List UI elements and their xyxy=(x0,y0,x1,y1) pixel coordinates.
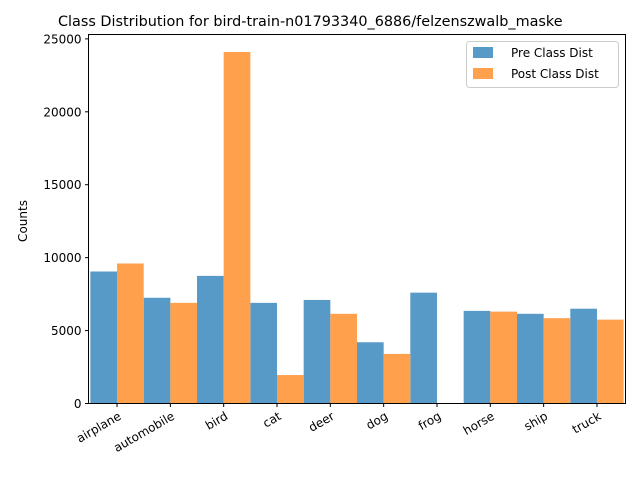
bar-post-truck xyxy=(596,319,624,404)
y-tick-label: 5000 xyxy=(51,324,82,338)
bar-pre-frog xyxy=(410,292,437,404)
plot-frame xyxy=(88,34,626,404)
bar-post-ship xyxy=(543,318,571,404)
bar-pre-truck xyxy=(570,308,597,404)
x-tick-label-automobile: automobile xyxy=(111,409,177,455)
x-tick-label-dog: dog xyxy=(364,409,391,432)
y-axis-label: Counts xyxy=(16,200,30,242)
legend-swatch-post xyxy=(473,68,493,79)
bar-pre-horse xyxy=(463,310,491,404)
bar-pre-automobile xyxy=(143,297,171,404)
bar-post-cat xyxy=(277,375,304,404)
legend-label-post: Post Class Dist xyxy=(511,67,599,81)
y-tick-label: 25000 xyxy=(43,32,81,46)
y-tick-label: 0 xyxy=(74,397,82,411)
bar-pre-dog xyxy=(357,342,384,404)
bar-post-dog xyxy=(383,353,411,404)
legend: Pre Class Dist Post Class Dist xyxy=(466,41,619,88)
x-tick-label-frog: frog xyxy=(416,409,444,433)
x-tick-label-truck: truck xyxy=(570,409,604,437)
bar-post-airplane xyxy=(117,263,144,404)
x-tick-label-ship: ship xyxy=(522,409,550,434)
y-axis-ticks: 0 5000 10000 15000 20000 25000 xyxy=(43,32,89,411)
legend-swatch-pre xyxy=(473,47,493,58)
x-tick-label-cat: cat xyxy=(260,409,283,431)
chart-title: Class Distribution for bird-train-n01793… xyxy=(58,14,563,30)
bar-post-bird xyxy=(223,52,251,404)
y-tick-label: 15000 xyxy=(43,178,81,192)
legend-box xyxy=(466,41,619,88)
bar-pre-deer xyxy=(303,299,331,404)
bar-post-deer xyxy=(330,313,357,404)
bar-pre-ship xyxy=(516,313,544,404)
bars-group xyxy=(90,52,624,404)
bar-post-horse xyxy=(490,311,517,404)
bar-pre-cat xyxy=(250,302,278,404)
x-tick-label-bird: bird xyxy=(203,409,230,433)
x-tick-label-horse: horse xyxy=(461,409,497,438)
bar-pre-bird xyxy=(197,275,224,404)
bar-post-automobile xyxy=(170,302,198,404)
bar-pre-airplane xyxy=(90,271,118,404)
y-tick-label: 20000 xyxy=(43,105,81,119)
legend-label-pre: Pre Class Dist xyxy=(511,46,593,60)
y-tick-label: 10000 xyxy=(43,251,81,265)
x-tick-label-deer: deer xyxy=(306,409,337,435)
